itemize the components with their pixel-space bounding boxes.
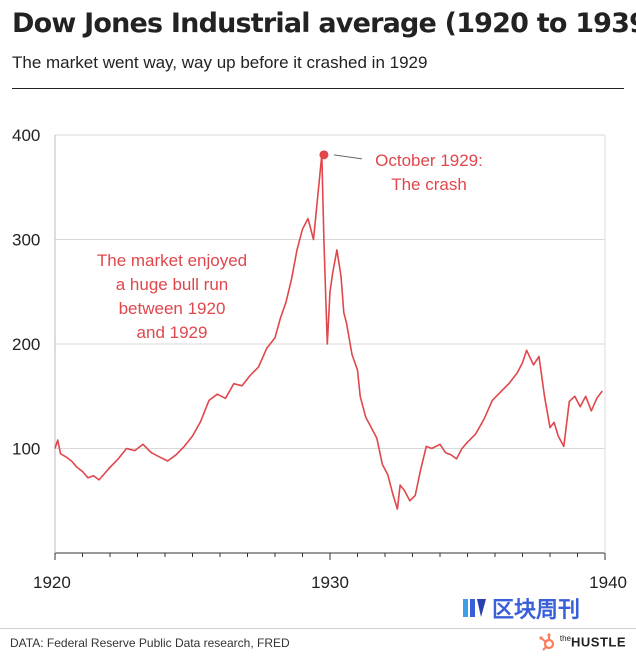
- y-tick-label-300: 300: [12, 231, 40, 250]
- annotation-line: The market enjoyed: [97, 251, 247, 270]
- x-tick-label-1940: 1940: [589, 573, 627, 592]
- y-tick-label-100: 100: [12, 440, 40, 459]
- y-tick-label-400: 400: [12, 126, 40, 145]
- watermark: 区块周刊: [462, 592, 580, 624]
- brand-logo: theHUSTLE: [538, 633, 626, 651]
- axes: [54, 135, 606, 560]
- data-source: DATA: Federal Reserve Public Data resear…: [10, 636, 290, 650]
- annotation-line: The crash: [391, 175, 467, 194]
- hubspot-icon: [539, 633, 554, 651]
- brand-prefix: the: [559, 634, 571, 644]
- peak-annotation-leader: [333, 154, 363, 160]
- annotation-line: a huge bull run: [116, 275, 228, 294]
- header-divider: [12, 88, 624, 89]
- chart-subtitle: The market went way, way up before it cr…: [12, 53, 428, 72]
- x-tick-label-1920: 1920: [33, 573, 71, 592]
- brand-name: HUSTLE: [571, 634, 626, 650]
- footer-divider: [0, 628, 636, 629]
- x-tick-label-1930: 1930: [311, 573, 349, 592]
- line-chart: 100 200 300 400 1920 1930 1940 October 1929: T…: [12, 126, 627, 592]
- annotation-line: between 1920: [119, 299, 226, 318]
- dow-jones-series-line: [54, 154, 603, 510]
- watermark-text: 区块周刊: [492, 598, 581, 623]
- bull-run-annotation: The market enjoyed a huge bull run between…: [97, 251, 247, 342]
- chart-title: Dow Jones Industrial average (1920 to 19…: [12, 8, 636, 39]
- y-tick-labels: 100 200 300 400: [12, 126, 40, 459]
- crash-annotation: October 1929: The crash: [375, 151, 483, 194]
- y-tick-label-200: 200: [12, 335, 40, 354]
- watermark-logo-icon: [463, 599, 486, 617]
- annotation-line: October 1929:: [375, 151, 483, 170]
- peak-marker: [319, 150, 329, 160]
- x-tick-labels: 1920 1930 1940: [33, 573, 627, 592]
- annotation-line: and 1929: [137, 323, 208, 342]
